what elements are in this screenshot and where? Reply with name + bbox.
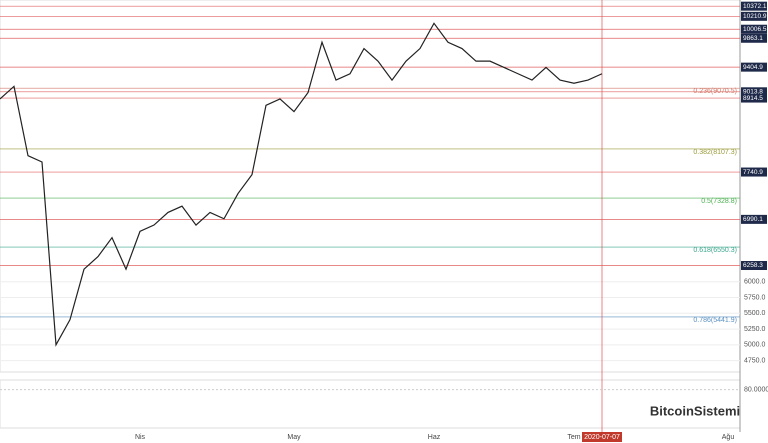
y-tick-label: 5750.0 (744, 294, 766, 301)
date-box (582, 432, 622, 442)
fib-label: 0.618(6550.3) (693, 247, 737, 254)
level-label: 9404.9 (743, 64, 763, 71)
fib-label: 0.382(8107.3) (693, 149, 737, 156)
level-box (741, 93, 767, 103)
level-box (741, 33, 767, 43)
y-tick-label: 5000.0 (744, 342, 766, 349)
level-label: 7740.9 (743, 169, 763, 176)
level-box (741, 261, 767, 271)
level-label: 10006.5 (743, 26, 767, 33)
rsi-panel (0, 379, 741, 429)
cursor-date: 2020-07-07 (584, 434, 620, 441)
level-box (741, 62, 767, 72)
level-label: 6258.3 (743, 262, 763, 269)
level-label: 6990.1 (743, 216, 763, 223)
watermark: BitcoinSistemi (650, 403, 740, 418)
y-tick-label: 5250.0 (744, 326, 766, 333)
level-label: 8914.5 (743, 95, 763, 102)
level-box (741, 167, 767, 177)
level-label: 10372.1 (743, 3, 767, 10)
plot-area (0, 0, 741, 373)
x-tick-label: Ağu (722, 434, 735, 441)
price-line (0, 22, 603, 347)
level-box (741, 11, 767, 21)
fib-label: 0.5(7328.8) (701, 198, 737, 205)
level-box (741, 87, 767, 97)
fib-label: 0.236(9070.5) (693, 88, 737, 95)
x-tick-label: Tem (567, 434, 580, 441)
level-label: 9863.1 (743, 35, 763, 42)
level-box (741, 1, 767, 11)
fib-label: 0.786(5441.9) (693, 317, 737, 324)
y-tick-label: 6000.0 (744, 279, 766, 286)
x-tick-label: May (287, 434, 301, 441)
rsi-tick-label: 80.0000 (744, 386, 768, 393)
y-tick-label: 5500.0 (744, 310, 766, 317)
level-label: 10210.9 (743, 13, 767, 20)
level-box (741, 214, 767, 224)
x-tick-label: Nis (135, 434, 146, 441)
x-tick-label: Haz (428, 434, 441, 441)
level-box (741, 24, 767, 34)
y-tick-label: 4750.0 (744, 357, 766, 364)
level-label: 9013.8 (743, 89, 763, 96)
